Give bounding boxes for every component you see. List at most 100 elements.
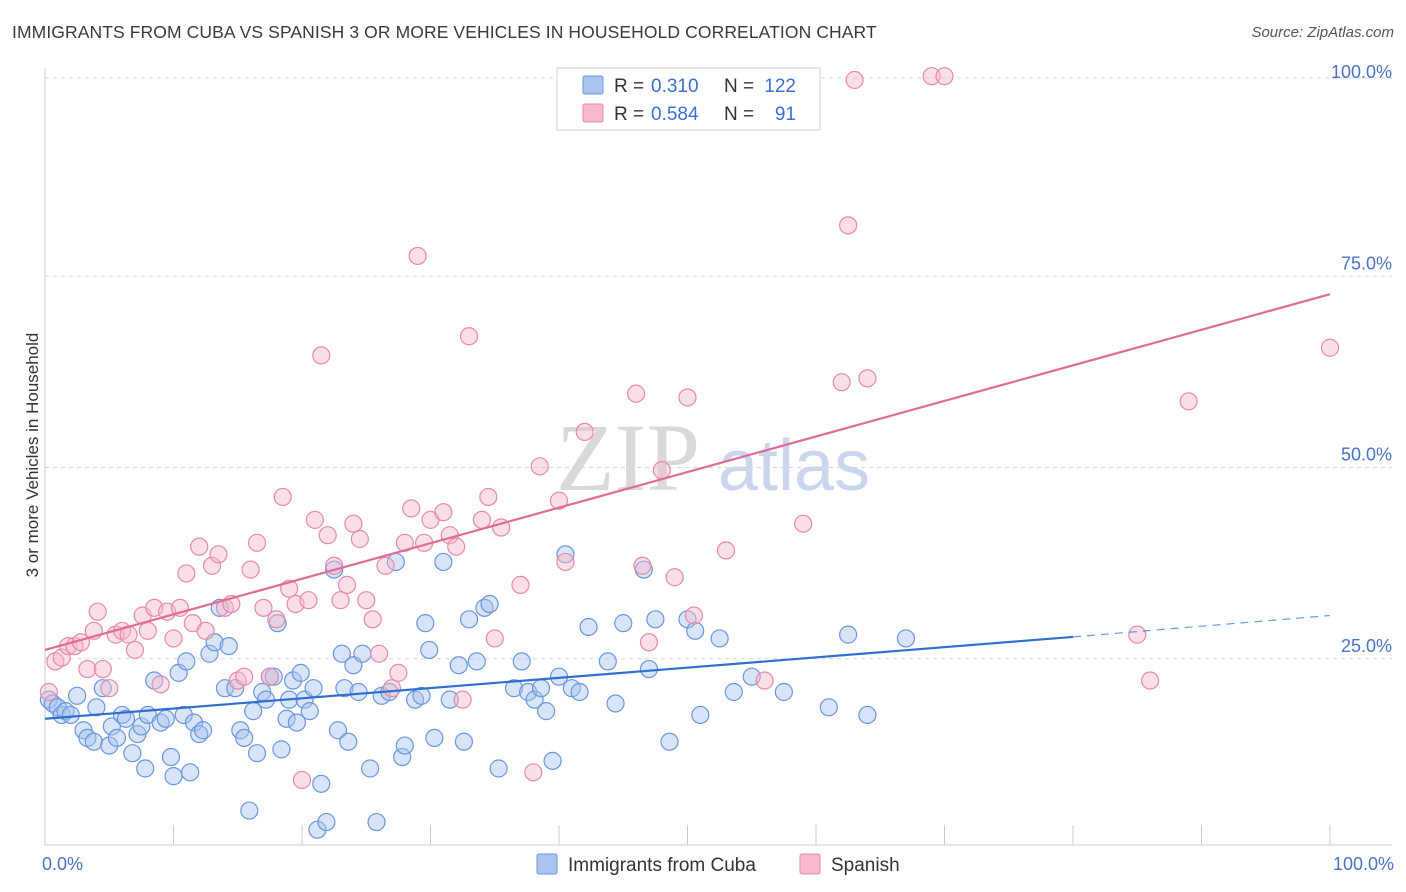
y-tick-label-50: 50.0% [1341, 445, 1392, 465]
spanish-point [312, 346, 331, 365]
legend-r-label-cuba: R = [614, 76, 644, 97]
cuba-point [181, 763, 200, 782]
spanish-point [716, 541, 736, 560]
spanish-point [935, 67, 954, 86]
legend-r-value-spanish: 0.584 [651, 104, 699, 125]
cuba-point [454, 732, 474, 751]
trend-line-cuba [44, 635, 1074, 720]
cuba-point [339, 732, 358, 751]
cuba-point [774, 682, 793, 702]
cuba-point [393, 747, 412, 767]
spanish-point [202, 556, 222, 575]
cuba-point [132, 717, 151, 736]
cuba-point [367, 812, 386, 832]
cuba-point [537, 702, 556, 721]
spanish-point [247, 533, 267, 552]
cuba-point [353, 644, 372, 663]
spanish-point [260, 667, 279, 686]
cuba-point [164, 767, 183, 786]
spanish-point [100, 679, 119, 698]
spanish-point [524, 763, 543, 782]
cuba-point [606, 694, 625, 713]
spanish-point [344, 514, 363, 533]
cuba-point [660, 732, 679, 751]
spanish-point [337, 575, 357, 595]
spanish-point [1140, 671, 1160, 690]
spanish-point [331, 591, 350, 610]
cuba-point [123, 744, 142, 763]
trend-lines [44, 293, 1331, 720]
chart-title: IMMIGRANTS FROM CUBA VS SPANISH 3 OR MOR… [12, 22, 877, 42]
spanish-point [196, 621, 215, 640]
cuba-point [317, 812, 336, 832]
cuba-point [136, 759, 155, 778]
cuba-point [504, 679, 524, 698]
spanish-point [858, 369, 877, 388]
spanish-point [125, 640, 145, 660]
legend-n-value-spanish: 91 [775, 104, 796, 125]
spanish-point [318, 526, 337, 545]
cuba-point [328, 721, 348, 740]
spanish-point [665, 568, 684, 587]
cuba-point [839, 625, 858, 644]
bottom-legend-swatch-spanish [799, 853, 821, 875]
spanish-point [190, 537, 209, 556]
legend-n-label-cuba: N = [724, 76, 754, 97]
cuba-point [200, 644, 219, 663]
legend-r-value-cuba: 0.310 [651, 76, 699, 97]
cuba-point [304, 679, 323, 698]
series-cuba-points [39, 545, 916, 839]
cuba-point [440, 690, 459, 709]
spanish-point [678, 388, 697, 407]
spanish-point [241, 560, 260, 579]
cuba-point [395, 736, 414, 755]
gridlines [45, 77, 1392, 660]
cuba-point [177, 652, 196, 671]
spanish-point [363, 610, 382, 629]
spanish-point [138, 621, 157, 640]
spanish-point [845, 70, 864, 90]
spanish-point [511, 575, 530, 595]
tick-labels: 25.0% 50.0% 75.0% 100.0% 0.0% 100.0% [42, 62, 1394, 874]
spanish-point [633, 556, 652, 575]
cuba-point [283, 671, 303, 690]
cuba-point [287, 713, 306, 732]
cuba-point [467, 652, 486, 671]
legend-n-label-spanish: N = [724, 104, 754, 125]
cuba-point [724, 682, 743, 702]
cuba-point [174, 705, 193, 725]
cuba-point [531, 679, 551, 698]
spanish-point [1320, 338, 1340, 357]
cuba-point [247, 744, 267, 763]
cuba-point [240, 801, 259, 820]
spanish-point [549, 491, 569, 510]
cuba-point [291, 663, 310, 682]
cuba-point [525, 690, 544, 709]
correlation-legend: R = 0.310 N = 122 R = 0.584 N = 91 [556, 67, 821, 131]
spanish-point [479, 487, 498, 507]
cuba-point [332, 644, 351, 663]
spanish-point [794, 514, 813, 533]
spanish-point [1179, 392, 1198, 411]
spanish-point [88, 602, 107, 621]
x-tick-label-0: 0.0% [42, 854, 83, 874]
cuba-point [686, 621, 705, 640]
cuba-point [349, 682, 368, 702]
spanish-point [39, 682, 58, 702]
cuba-point [646, 610, 665, 629]
y-axis-title: 3 or more Vehicles in Household [23, 333, 42, 578]
cuba-point [416, 614, 435, 633]
bottom-legend-label-spanish: Spanish [831, 855, 900, 876]
cuba-point [420, 640, 439, 660]
spanish-point [485, 629, 504, 648]
spanish-point [755, 671, 774, 690]
cuba-point [87, 698, 106, 717]
spanish-point [254, 598, 273, 617]
spanish-point [164, 629, 183, 648]
cuba-point [116, 709, 136, 728]
cuba-point [272, 740, 291, 759]
cuba-point [300, 702, 319, 721]
cuba-point [556, 545, 575, 564]
cuba-point [412, 686, 431, 705]
spanish-point [235, 667, 254, 686]
